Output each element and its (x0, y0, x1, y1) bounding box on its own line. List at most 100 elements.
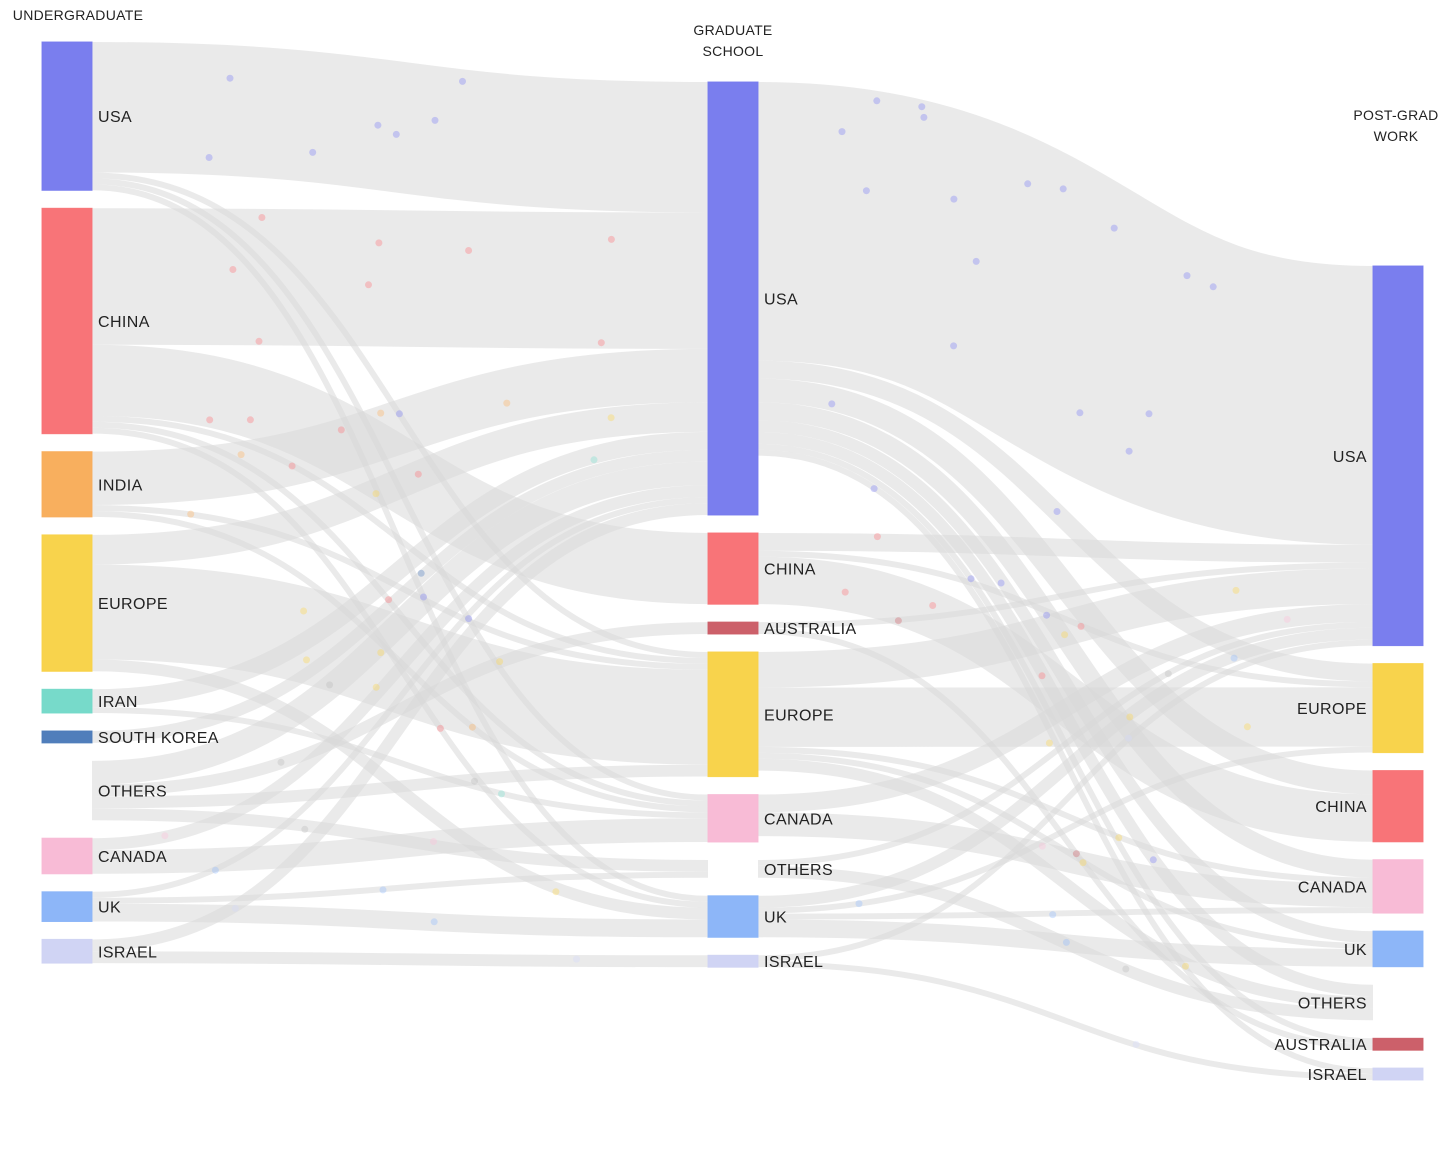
node-undergrad-europe[interactable] (41, 534, 93, 672)
flow-particle (1182, 962, 1189, 970)
node-undergrad-israel[interactable] (41, 938, 93, 964)
link-g_canada-w_canada (757, 812, 1374, 908)
node-undergrad-uk[interactable] (41, 891, 93, 922)
node-work-usa[interactable] (1372, 265, 1424, 647)
flow-particle (1115, 834, 1123, 842)
node-undergrad-china[interactable] (41, 207, 93, 435)
link-u_israel-g_israel (91, 951, 709, 968)
label-undergrad-others: OTHERS (98, 784, 167, 801)
flow-particle (1149, 856, 1157, 864)
column-title-work: POST-GRAD (1353, 107, 1438, 123)
flow-particle (379, 886, 387, 894)
flow-particle (465, 247, 473, 254)
label-work-europe: EUROPE (1297, 701, 1367, 718)
flow-particle (377, 649, 385, 657)
flow-particle (607, 414, 615, 422)
node-undergrad-canada[interactable] (41, 837, 93, 875)
flow-particle (468, 723, 476, 731)
link-u_uk-g_others (91, 871, 709, 904)
node-labels: USA CHINA INDIA EUROPE IRAN SOUTH KOREA OTHERS… (98, 109, 1367, 1084)
link-u_korea-g_usa (91, 449, 709, 743)
flow-particle (246, 416, 254, 424)
label-work-australia: AUSTRALIA (1274, 1037, 1367, 1054)
link-u_china-g_europe (91, 415, 709, 664)
flow-particle (1038, 842, 1046, 850)
flow-particle (365, 281, 372, 289)
flow-particle (972, 257, 980, 265)
link-u_canada-g_usa (91, 485, 709, 851)
link-u_china-g_usa (91, 208, 709, 349)
flow-particle (465, 615, 473, 623)
flow-particle (1126, 713, 1134, 721)
label-work-israel: ISRAEL (1308, 1067, 1367, 1084)
flow-particle (828, 400, 836, 408)
flow-particle (950, 342, 958, 350)
node-grad-europe[interactable] (707, 651, 759, 778)
link-g_europe-w_others (757, 758, 1374, 1009)
flow-particle (838, 128, 846, 136)
flow-particle (277, 758, 285, 766)
node-work-uk[interactable] (1372, 930, 1424, 968)
flow-particle (1061, 631, 1069, 639)
node-work-australia[interactable] (1372, 1037, 1424, 1051)
node-work-israel[interactable] (1372, 1067, 1424, 1081)
flow-particle (496, 658, 504, 666)
flow-particle (967, 575, 975, 583)
flow-particle (1043, 611, 1051, 619)
node-grad-australia[interactable] (707, 621, 759, 635)
flow-particle (1045, 739, 1053, 747)
node-work-china[interactable] (1372, 770, 1424, 843)
node-undergrad-usa[interactable] (41, 41, 93, 191)
link-g_israel-w_israel (757, 961, 1374, 1080)
node-grad-china[interactable] (707, 532, 759, 605)
flow-particle (377, 409, 385, 417)
flow-particle (436, 724, 444, 732)
node-undergrad-india[interactable] (41, 451, 93, 518)
link-u_uk-g_uk (91, 903, 709, 938)
node-grad-usa[interactable] (707, 81, 759, 516)
flow-particle (309, 148, 317, 156)
flow-particle (573, 955, 580, 963)
label-work-usa: USA (1333, 449, 1367, 466)
link-u_others-g_europe (91, 764, 709, 809)
node-undergrad-iran[interactable] (41, 688, 93, 714)
label-undergrad-israel: ISRAEL (98, 944, 157, 961)
flow-links (91, 41, 1376, 1080)
flow-particle (1053, 508, 1061, 515)
flow-particle (420, 593, 427, 601)
flow-particle (229, 266, 237, 273)
flow-particle (1079, 859, 1087, 867)
node-grad-israel[interactable] (707, 954, 759, 968)
node-work-canada[interactable] (1372, 859, 1424, 914)
flow-particle (431, 116, 439, 124)
flow-particle (226, 74, 234, 82)
flow-particle (258, 214, 266, 221)
column-title-work: WORK (1374, 128, 1419, 144)
flow-particle (211, 866, 219, 874)
node-undergrad-south-korea[interactable] (41, 730, 93, 744)
node-grad-canada[interactable] (707, 794, 759, 843)
node-work-europe[interactable] (1372, 663, 1424, 754)
flow-particle (552, 888, 560, 896)
label-undergrad-canada: CANADA (98, 849, 167, 866)
node-grad-uk[interactable] (707, 895, 759, 938)
column-title-grad: GRADUATE (693, 22, 772, 38)
label-undergrad-china: CHINA (98, 314, 150, 331)
label-grad-australia: AUSTRALIA (764, 621, 857, 638)
link-u_canada-g_canada (91, 818, 709, 874)
flow-particle (1125, 734, 1132, 742)
flow-particle (920, 113, 928, 121)
flow-particle (1077, 622, 1085, 630)
link-g_others-w_usa (757, 621, 1374, 866)
label-work-others: OTHERS (1298, 996, 1367, 1013)
flow-particle (414, 470, 422, 478)
label-undergrad-europe: EUROPE (98, 596, 168, 613)
link-g_china-w_usa (757, 532, 1374, 563)
flow-particle (430, 838, 437, 845)
flow-particle (870, 485, 878, 493)
flow-particle (894, 617, 902, 625)
link-g_uk-w_uk (757, 919, 1374, 967)
flow-particle (1062, 938, 1070, 946)
link-u_others-g_australia (91, 622, 709, 797)
